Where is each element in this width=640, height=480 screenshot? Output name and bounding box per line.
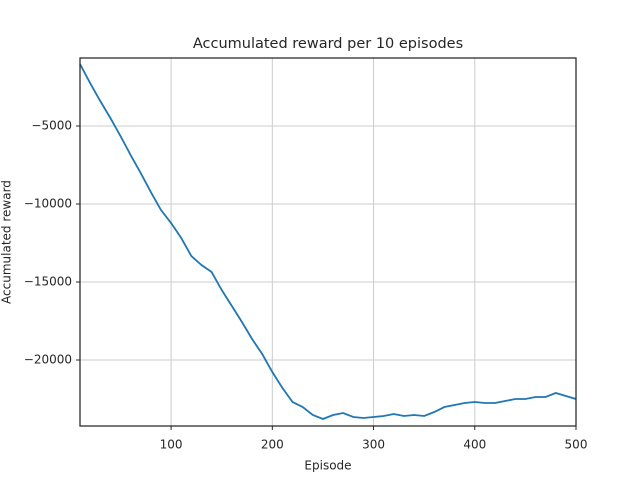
- x-tick-label: 400: [463, 438, 486, 452]
- x-tick-label: 300: [362, 438, 385, 452]
- y-tick-label: −10000: [24, 197, 72, 211]
- x-tick-label: 100: [160, 438, 183, 452]
- line-series: [79, 63, 577, 420]
- plot-frame: [79, 57, 577, 427]
- x-tick-label: 200: [261, 438, 284, 452]
- chart-title: Accumulated reward per 10 episodes: [193, 36, 463, 52]
- y-tick-label: −20000: [24, 353, 72, 367]
- x-tick-label: 500: [565, 438, 588, 452]
- y-axis-label: Accumulated reward: [0, 180, 14, 304]
- y-tick-label: −15000: [24, 275, 72, 289]
- y-tick-label: −5000: [31, 119, 72, 133]
- x-axis-label: Episode: [304, 459, 351, 473]
